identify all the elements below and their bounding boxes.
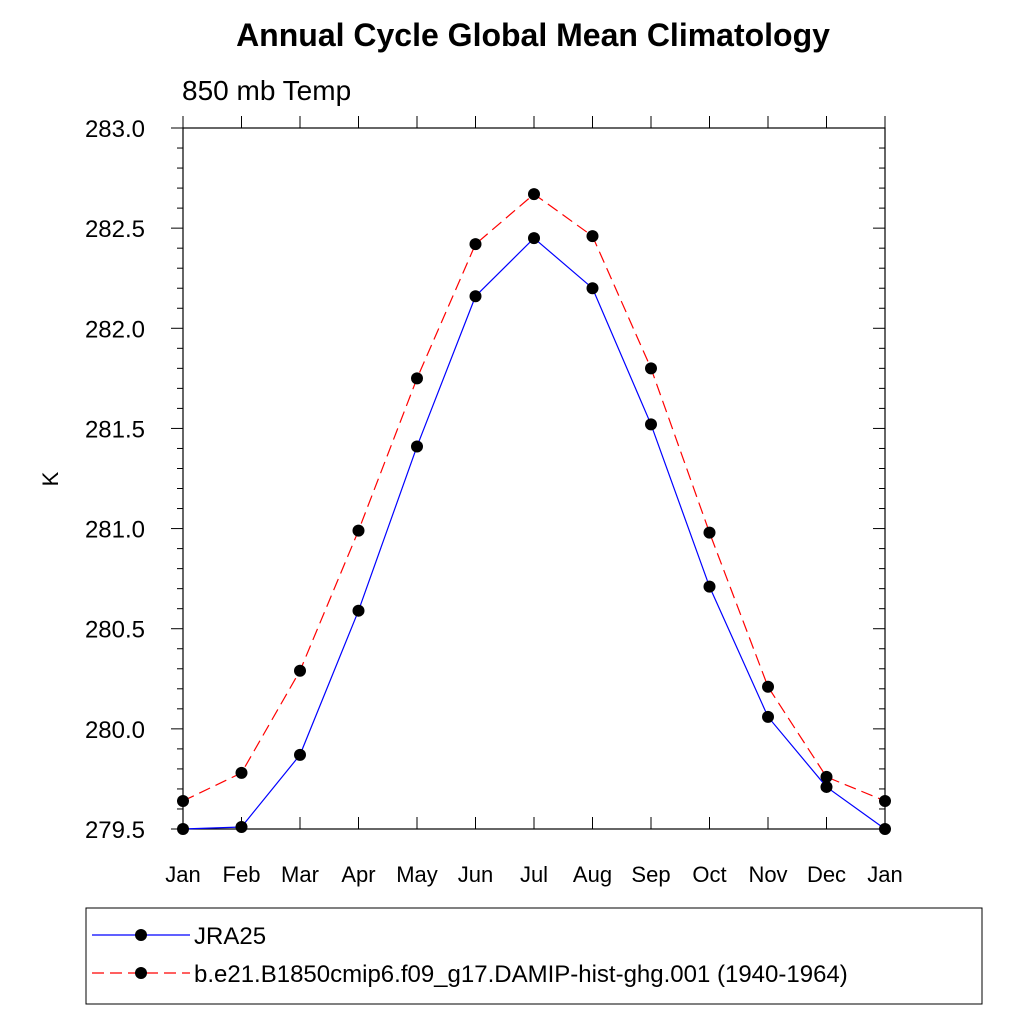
data-point xyxy=(879,794,891,807)
data-point xyxy=(528,188,540,201)
legend-marker xyxy=(135,967,147,979)
data-point xyxy=(703,526,716,539)
chart-title: Annual Cycle Global Mean Climatology xyxy=(236,17,830,53)
legend-label: JRA25 xyxy=(194,923,266,950)
data-point xyxy=(352,604,365,617)
legend-marker xyxy=(135,929,147,941)
series-line xyxy=(182,193,886,802)
x-tick-label: Jan xyxy=(165,862,200,887)
x-tick-label: Jan xyxy=(867,862,902,887)
data-point xyxy=(352,524,365,537)
y-tick-label: 282.5 xyxy=(85,216,145,243)
x-tick-label: Jun xyxy=(458,862,493,887)
data-point xyxy=(586,230,599,243)
x-tick-label: Mar xyxy=(281,862,319,887)
legend: JRA25 b.e21.B1850cmip6.f09_g17.DAMIP-hist… xyxy=(85,907,983,1005)
series-line xyxy=(182,237,886,830)
x-tick-label: Aug xyxy=(573,862,612,887)
legend-items: JRA25 b.e21.B1850cmip6.f09_g17.DAMIP-hist… xyxy=(92,923,848,988)
x-tick-label: Sep xyxy=(631,862,670,887)
data-point xyxy=(235,820,248,833)
data-point xyxy=(586,282,599,295)
y-tick-label: 281.0 xyxy=(85,517,145,544)
data-point xyxy=(469,290,482,303)
y-tick-label: 280.0 xyxy=(85,717,145,744)
x-tick-label: Jul xyxy=(520,862,548,887)
y-ticks: 279.5 280.0 280.5 281.0 281.5 282.0 282.5 283.0 xyxy=(85,116,885,844)
data-point xyxy=(762,680,774,693)
y-axis-label: K xyxy=(38,471,63,486)
data-point xyxy=(879,823,891,835)
series-layer xyxy=(177,188,891,835)
data-point xyxy=(177,823,189,835)
data-point xyxy=(294,664,306,677)
chart-subtitle: 850 mb Temp xyxy=(182,75,351,106)
x-ticks: Jan Feb Mar Apr May Jun Jul Aug Sep Oct Nov Dec Jan xyxy=(165,116,903,887)
data-point xyxy=(703,580,716,593)
data-point xyxy=(645,362,657,375)
data-point xyxy=(177,794,189,807)
y-tick-label: 281.5 xyxy=(85,416,145,443)
x-tick-label: Nov xyxy=(748,862,787,887)
legend-box xyxy=(85,907,983,1005)
data-point xyxy=(235,766,248,779)
y-tick-label: 280.5 xyxy=(85,617,145,644)
data-point xyxy=(820,770,833,783)
data-point xyxy=(411,440,423,453)
data-point xyxy=(645,418,657,431)
data-point xyxy=(411,372,423,385)
data-point xyxy=(294,748,306,761)
legend-label: b.e21.B1850cmip6.f09_g17.DAMIP-hist-ghg.… xyxy=(194,961,848,988)
y-tick-label: 279.5 xyxy=(85,817,145,844)
x-tick-label: Oct xyxy=(692,862,726,887)
data-point xyxy=(528,232,540,245)
y-tick-label: 283.0 xyxy=(85,116,145,143)
x-tick-label: Dec xyxy=(807,862,846,887)
x-tick-label: Feb xyxy=(223,862,261,887)
y-tick-label: 282.0 xyxy=(85,316,145,343)
data-point xyxy=(762,710,774,723)
x-tick-label: May xyxy=(396,862,438,887)
data-point xyxy=(469,238,482,251)
x-tick-label: Apr xyxy=(341,862,375,887)
data-point xyxy=(820,780,833,793)
